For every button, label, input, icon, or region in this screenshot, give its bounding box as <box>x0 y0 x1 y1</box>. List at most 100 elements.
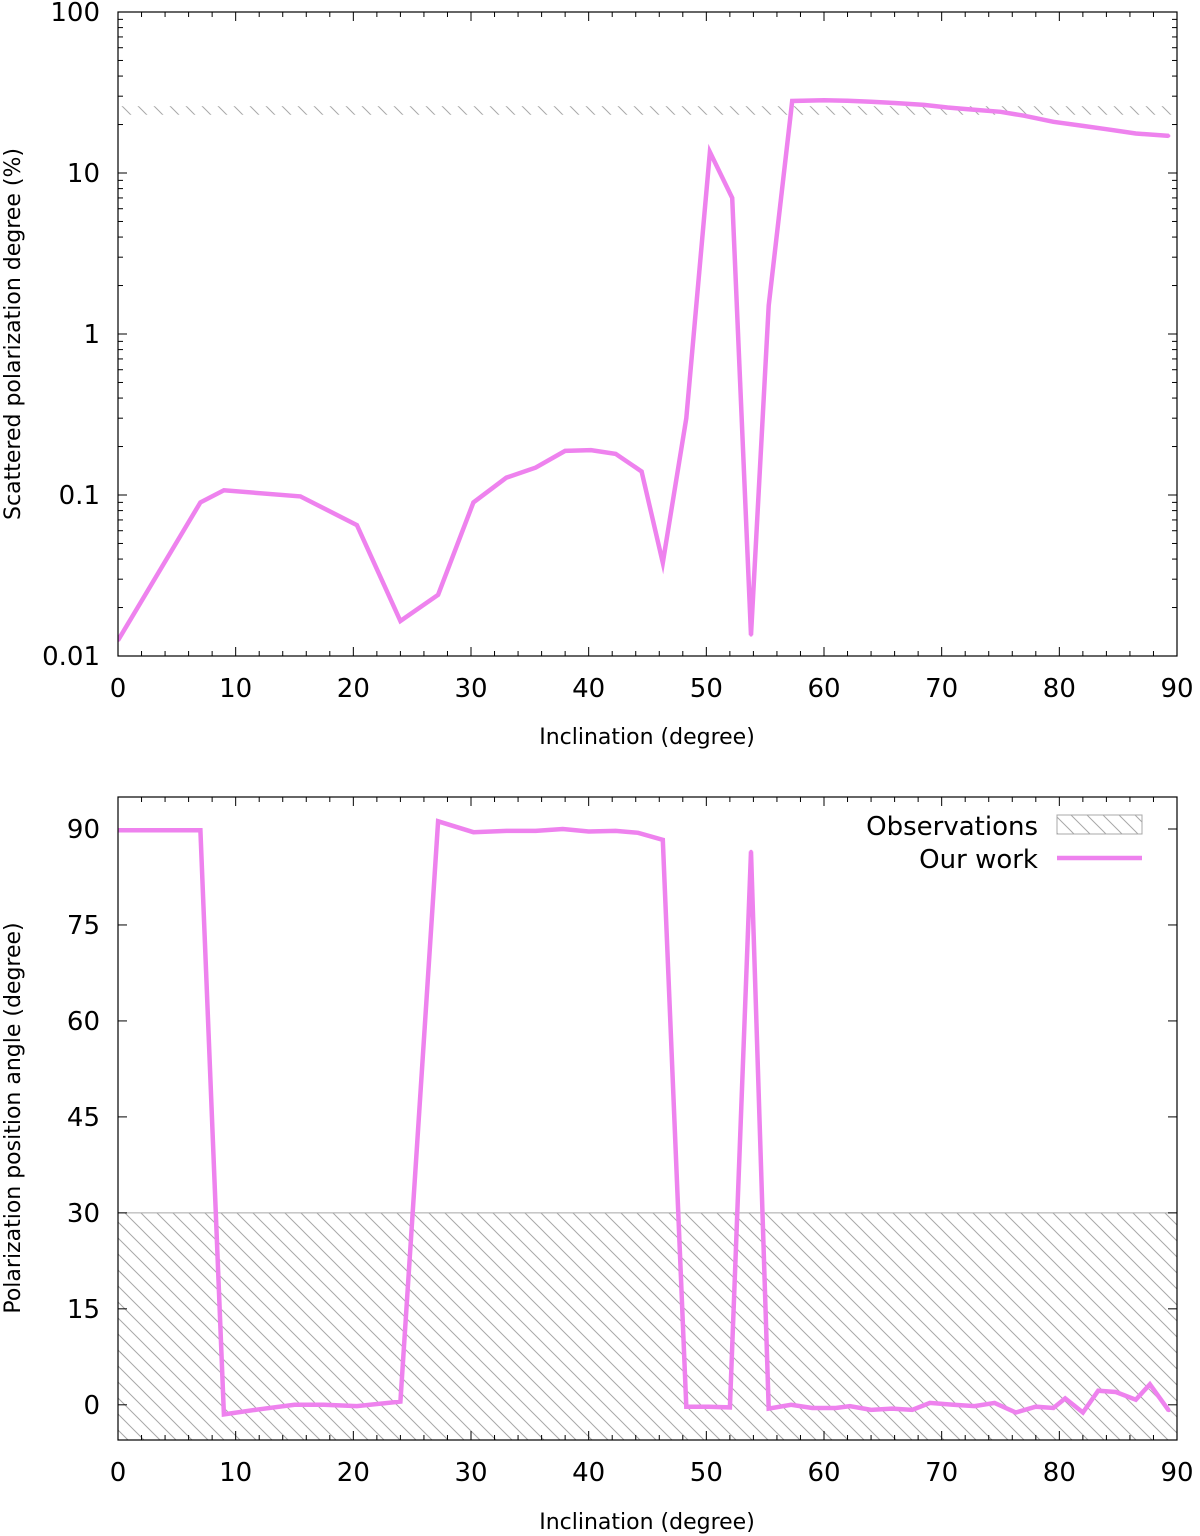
y-tick-label: 0.1 <box>59 481 100 511</box>
x-tick-label: 20 <box>337 674 370 704</box>
series-point <box>834 1406 838 1410</box>
x-tick-label: 60 <box>807 674 840 704</box>
y-tick-label: 1 <box>83 320 100 350</box>
series-point <box>822 98 826 102</box>
series-point <box>398 1400 402 1404</box>
series-point <box>322 1403 326 1407</box>
x-tick-label: 30 <box>454 674 487 704</box>
x-tick-label: 50 <box>690 1458 723 1488</box>
series-point <box>767 304 771 308</box>
series-point <box>993 1401 997 1405</box>
series-point <box>728 1405 732 1409</box>
series-point <box>848 1404 852 1408</box>
bottom-x-axis-label: Inclination (degree) <box>539 1510 755 1535</box>
series-point <box>222 1412 226 1417</box>
series-point <box>1148 1382 1152 1386</box>
x-tick-label: 70 <box>925 1458 958 1488</box>
top-x-axis-label: Inclination (degree) <box>539 725 755 750</box>
series-point <box>1167 1408 1171 1413</box>
top-chart: 0 10 20 30 40 50 60 70 80 90 0.01 0.1 1 10 100 Inclina… <box>1 0 1194 750</box>
series-point <box>436 593 440 597</box>
y-tick-label: 90 <box>67 815 100 845</box>
series-point <box>1022 114 1026 118</box>
series-point <box>845 99 850 103</box>
series-point <box>767 1407 771 1411</box>
series-point <box>749 633 753 637</box>
series-point <box>534 465 538 470</box>
x-tick-label: 0 <box>110 674 127 704</box>
x-tick-label: 60 <box>807 1458 840 1488</box>
series-point <box>810 1406 814 1410</box>
series-point <box>922 103 926 107</box>
series-point <box>749 849 753 853</box>
series-point <box>661 561 665 565</box>
series-point <box>789 1403 793 1407</box>
series-point <box>640 469 644 474</box>
top-series-layer <box>118 98 1171 642</box>
legend: Observations Our work <box>866 812 1143 875</box>
series-point <box>1051 120 1056 124</box>
series-point <box>561 827 565 831</box>
series-point <box>928 1401 932 1405</box>
series-point <box>1114 1390 1118 1394</box>
series-point <box>869 1408 873 1412</box>
y-tick-label: 0 <box>83 1391 100 1421</box>
y-tick-label: 0.01 <box>42 642 100 672</box>
top-plot-frame <box>117 11 1178 657</box>
series-point <box>945 105 950 110</box>
series-point <box>684 416 688 420</box>
y-tick-label: 10 <box>67 159 100 189</box>
series-point <box>298 494 302 499</box>
series-point <box>563 449 567 453</box>
series-point <box>534 829 538 833</box>
x-tick-label: 50 <box>690 674 723 704</box>
x-tick-label: 10 <box>219 1458 252 1488</box>
series-point <box>973 1404 977 1408</box>
legend-observations-label: Observations <box>866 812 1038 842</box>
series-point <box>951 1403 956 1407</box>
x-tick-label: 80 <box>1043 1458 1076 1488</box>
series-point <box>708 150 712 154</box>
legend-our-work-label: Our work <box>919 845 1038 875</box>
bottom-observations-band <box>118 1212 1177 1440</box>
series-point <box>998 110 1003 114</box>
y-tick-label: 45 <box>67 1103 100 1133</box>
series-point <box>198 828 202 832</box>
series-point <box>398 619 402 623</box>
top-ticks: 0 10 20 30 40 50 60 70 80 90 0.01 0.1 1 10 100 <box>42 0 1193 704</box>
x-tick-label: 40 <box>572 1458 605 1488</box>
series-point <box>614 452 618 456</box>
bottom-ticks: 0 10 20 30 40 50 60 70 80 90 0 15 30 45 60 75 90 <box>67 797 1194 1488</box>
series-point <box>1104 127 1108 131</box>
series-point <box>1096 1389 1100 1393</box>
series-point <box>1014 1410 1018 1415</box>
x-tick-label: 90 <box>1160 674 1193 704</box>
series-point <box>910 1408 914 1412</box>
series-point <box>587 829 591 834</box>
series-point <box>661 838 665 842</box>
bottom-y-axis-label: Polarization position angle (degree) <box>1 922 26 1313</box>
x-tick-label: 70 <box>925 674 958 704</box>
x-tick-label: 40 <box>572 674 605 704</box>
series-point <box>198 500 202 504</box>
series-point <box>504 829 508 833</box>
top-y-axis-label: Scattered polarization degree (%) <box>1 148 26 520</box>
series-point <box>1081 124 1085 128</box>
series-point <box>893 101 897 105</box>
x-tick-label: 20 <box>337 1458 370 1488</box>
x-tick-label: 90 <box>1160 1458 1193 1488</box>
x-tick-label: 0 <box>110 1458 127 1488</box>
y-tick-label: 60 <box>67 1007 100 1037</box>
series-point <box>614 829 618 833</box>
series-point <box>1134 1398 1138 1402</box>
observations-band-area <box>118 1212 1177 1440</box>
series-point <box>969 107 973 112</box>
series-point <box>890 1407 894 1411</box>
legend-observations-swatch <box>1056 814 1143 835</box>
series-point <box>471 830 475 834</box>
series-point <box>869 100 873 104</box>
y-tick-label: 30 <box>67 1199 100 1229</box>
series-point <box>355 523 359 527</box>
y-tick-label: 100 <box>50 0 100 28</box>
series-point <box>222 488 226 492</box>
